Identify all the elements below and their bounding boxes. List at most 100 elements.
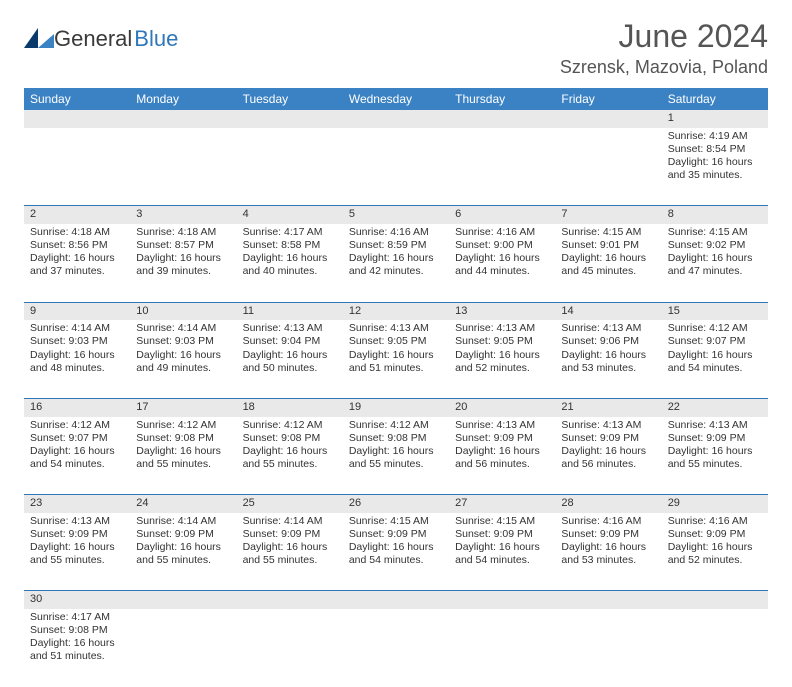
day-number: 12 <box>349 305 361 317</box>
day-cell <box>662 609 768 687</box>
sunrise-text: Sunrise: 4:13 AM <box>668 419 762 432</box>
day-cell <box>237 128 343 206</box>
day-number: 3 <box>136 208 142 220</box>
header: GeneralBlue June 2024 Szrensk, Mazovia, … <box>24 18 768 78</box>
daylight-line2: and 44 minutes. <box>455 265 549 278</box>
day-number-cell: 27 <box>449 495 555 513</box>
sunrise-text: Sunrise: 4:13 AM <box>455 419 549 432</box>
sunset-text: Sunset: 9:09 PM <box>349 528 443 541</box>
daylight-line1: Daylight: 16 hours <box>455 445 549 458</box>
sunrise-text: Sunrise: 4:16 AM <box>561 515 655 528</box>
day-number-cell: 12 <box>343 302 449 320</box>
day-number-cell: 6 <box>449 206 555 224</box>
day-number: 22 <box>668 401 680 413</box>
day-number-cell: 21 <box>555 398 661 416</box>
day-number-cell: 20 <box>449 398 555 416</box>
daylight-line1: Daylight: 16 hours <box>668 252 762 265</box>
sunset-text: Sunset: 9:09 PM <box>561 432 655 445</box>
daylight-line1: Daylight: 16 hours <box>30 445 124 458</box>
day-number-cell <box>449 591 555 609</box>
day-header: Thursday <box>449 88 555 110</box>
day-number-cell: 23 <box>24 495 130 513</box>
day-cell <box>555 128 661 206</box>
day-number-cell: 14 <box>555 302 661 320</box>
daylight-line1: Daylight: 16 hours <box>30 252 124 265</box>
day-header: Friday <box>555 88 661 110</box>
day-number-cell <box>130 591 236 609</box>
sunrise-text: Sunrise: 4:15 AM <box>668 226 762 239</box>
daylight-line2: and 56 minutes. <box>455 458 549 471</box>
sunrise-text: Sunrise: 4:13 AM <box>349 322 443 335</box>
daylight-line2: and 53 minutes. <box>561 554 655 567</box>
daylight-line1: Daylight: 16 hours <box>668 445 762 458</box>
daylight-line1: Daylight: 16 hours <box>136 252 230 265</box>
logo-text-1: General <box>54 26 132 52</box>
day-cell: Sunrise: 4:16 AMSunset: 9:00 PMDaylight:… <box>449 224 555 302</box>
daylight-line2: and 45 minutes. <box>561 265 655 278</box>
day-number-cell: 30 <box>24 591 130 609</box>
day-cell <box>24 128 130 206</box>
daylight-line2: and 52 minutes. <box>455 362 549 375</box>
sunset-text: Sunset: 9:05 PM <box>349 335 443 348</box>
day-cell: Sunrise: 4:19 AMSunset: 8:54 PMDaylight:… <box>662 128 768 206</box>
sunset-text: Sunset: 8:56 PM <box>30 239 124 252</box>
day-cell: Sunrise: 4:16 AMSunset: 8:59 PMDaylight:… <box>343 224 449 302</box>
day-cell <box>237 609 343 687</box>
sunrise-text: Sunrise: 4:17 AM <box>30 611 124 624</box>
day-number: 18 <box>243 401 255 413</box>
sunset-text: Sunset: 9:08 PM <box>30 624 124 637</box>
daylight-line1: Daylight: 16 hours <box>668 349 762 362</box>
day-number: 29 <box>668 497 680 509</box>
day-body-row: Sunrise: 4:13 AMSunset: 9:09 PMDaylight:… <box>24 513 768 591</box>
sunset-text: Sunset: 9:09 PM <box>455 528 549 541</box>
sunrise-text: Sunrise: 4:15 AM <box>455 515 549 528</box>
sunrise-text: Sunrise: 4:13 AM <box>243 322 337 335</box>
sunrise-text: Sunrise: 4:12 AM <box>668 322 762 335</box>
day-cell: Sunrise: 4:18 AMSunset: 8:57 PMDaylight:… <box>130 224 236 302</box>
day-number-cell <box>662 591 768 609</box>
day-cell: Sunrise: 4:15 AMSunset: 9:02 PMDaylight:… <box>662 224 768 302</box>
daylight-line2: and 52 minutes. <box>668 554 762 567</box>
sunrise-text: Sunrise: 4:18 AM <box>30 226 124 239</box>
day-cell: Sunrise: 4:13 AMSunset: 9:06 PMDaylight:… <box>555 320 661 398</box>
sunrise-text: Sunrise: 4:15 AM <box>561 226 655 239</box>
day-cell: Sunrise: 4:14 AMSunset: 9:09 PMDaylight:… <box>130 513 236 591</box>
sunrise-text: Sunrise: 4:13 AM <box>455 322 549 335</box>
day-number-cell: 7 <box>555 206 661 224</box>
day-number: 13 <box>455 305 467 317</box>
day-header: Tuesday <box>237 88 343 110</box>
day-cell: Sunrise: 4:17 AMSunset: 9:08 PMDaylight:… <box>24 609 130 687</box>
daylight-line1: Daylight: 16 hours <box>668 541 762 554</box>
daynum-row: 9101112131415 <box>24 302 768 320</box>
day-body-row: Sunrise: 4:18 AMSunset: 8:56 PMDaylight:… <box>24 224 768 302</box>
day-number: 21 <box>561 401 573 413</box>
daylight-line2: and 55 minutes. <box>243 458 337 471</box>
sunrise-text: Sunrise: 4:14 AM <box>136 515 230 528</box>
daylight-line1: Daylight: 16 hours <box>455 541 549 554</box>
day-body-row: Sunrise: 4:14 AMSunset: 9:03 PMDaylight:… <box>24 320 768 398</box>
daylight-line1: Daylight: 16 hours <box>561 252 655 265</box>
sunset-text: Sunset: 9:08 PM <box>243 432 337 445</box>
sunset-text: Sunset: 9:02 PM <box>668 239 762 252</box>
sunrise-text: Sunrise: 4:12 AM <box>136 419 230 432</box>
day-cell: Sunrise: 4:14 AMSunset: 9:03 PMDaylight:… <box>130 320 236 398</box>
day-cell: Sunrise: 4:13 AMSunset: 9:09 PMDaylight:… <box>24 513 130 591</box>
daylight-line2: and 40 minutes. <box>243 265 337 278</box>
day-cell: Sunrise: 4:13 AMSunset: 9:05 PMDaylight:… <box>343 320 449 398</box>
day-number-cell <box>24 110 130 128</box>
sunset-text: Sunset: 9:08 PM <box>349 432 443 445</box>
day-number: 7 <box>561 208 567 220</box>
daylight-line2: and 55 minutes. <box>243 554 337 567</box>
daylight-line2: and 56 minutes. <box>561 458 655 471</box>
sunrise-text: Sunrise: 4:18 AM <box>136 226 230 239</box>
day-cell: Sunrise: 4:17 AMSunset: 8:58 PMDaylight:… <box>237 224 343 302</box>
calendar-table: Sunday Monday Tuesday Wednesday Thursday… <box>24 88 768 687</box>
day-number: 23 <box>30 497 42 509</box>
daylight-line2: and 54 minutes. <box>455 554 549 567</box>
sunset-text: Sunset: 9:09 PM <box>561 528 655 541</box>
day-header: Saturday <box>662 88 768 110</box>
day-cell <box>555 609 661 687</box>
daynum-row: 30 <box>24 591 768 609</box>
sunrise-text: Sunrise: 4:12 AM <box>349 419 443 432</box>
day-cell: Sunrise: 4:16 AMSunset: 9:09 PMDaylight:… <box>555 513 661 591</box>
